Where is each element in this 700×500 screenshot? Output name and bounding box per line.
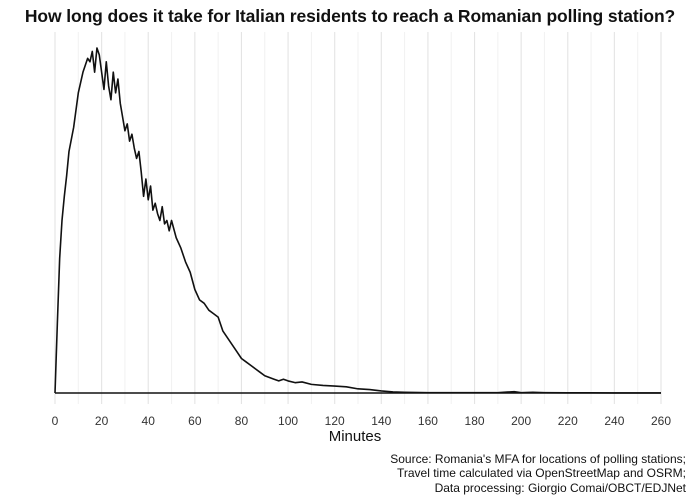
x-tick-label: 120: [325, 414, 345, 428]
density-line: [54, 47, 662, 394]
x-axis-label: Minutes: [328, 428, 382, 445]
chart-title: How long does it take for Italian reside…: [24, 6, 676, 26]
x-tick-label: 180: [465, 414, 485, 428]
x-tick-label: 140: [371, 414, 391, 428]
x-tick-label: 0: [52, 414, 59, 428]
x-tick-label: 80: [235, 414, 249, 428]
x-tick-label: 260: [651, 414, 671, 428]
x-tick-label: 40: [142, 414, 156, 428]
x-tick-label: 220: [558, 414, 578, 428]
x-tick-label: 100: [278, 414, 298, 428]
source-line: Data processing: Giorgio Comai/OBCT/EDJN…: [434, 480, 686, 495]
x-tick-label: 200: [511, 414, 531, 428]
x-tick-label: 20: [95, 414, 109, 428]
source-line: Source: Romania's MFA for locations of p…: [390, 452, 686, 466]
source-line: Travel time calculated via OpenStreetMap…: [396, 466, 686, 481]
x-tick-label: 240: [604, 414, 624, 428]
x-tick-label: 60: [188, 414, 202, 428]
source-note: Source: Romania's MFA for locations of p…: [390, 452, 686, 495]
x-tick-label: 160: [418, 414, 438, 428]
